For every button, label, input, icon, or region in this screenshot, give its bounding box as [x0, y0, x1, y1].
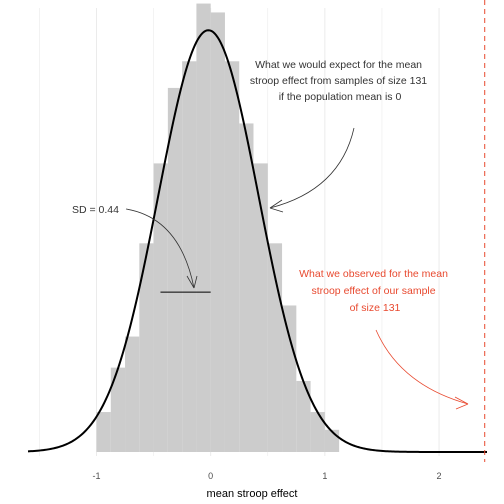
histogram-bar [110, 367, 126, 452]
observed-annotation-line-1: What we observed for the mean [299, 268, 448, 280]
expected-annotation-line-3: if the population mean is 0 [279, 91, 402, 103]
expected-annotation-arrow [269, 127, 355, 209]
observed-annotation-line-2: stroop effect of our sample [311, 285, 435, 297]
histogram-bar [239, 123, 254, 452]
x-axis-title: mean stroop effect [207, 488, 298, 500]
histogram-bar [196, 3, 211, 453]
histogram-bar [167, 87, 183, 453]
sd-arrow-head [186, 275, 198, 289]
expected-arrow-head [269, 199, 284, 213]
histogram-bar [139, 243, 154, 452]
histogram-bar [182, 61, 197, 452]
histogram-bar [282, 305, 297, 452]
histogram-bar [153, 163, 168, 452]
x-axis-ticks: -1 0 1 2 [92, 471, 441, 481]
x-tick-label: 0 [208, 471, 213, 481]
histogram-bar [210, 12, 225, 452]
histogram-bar [310, 412, 325, 452]
observed-annotation-line-3: of size 131 [350, 302, 401, 314]
x-tick-label: 1 [322, 471, 327, 481]
expected-annotation-line-1: What we would expect for the mean [255, 59, 422, 71]
observed-arrow-head [454, 396, 469, 410]
expected-annotation-line-2: stroop effect from samples of size 131 [250, 75, 427, 87]
observed-annotation: What we observed for the mean stroop eff… [299, 268, 451, 314]
histogram-bar [324, 429, 340, 452]
x-tick-label: 2 [437, 471, 442, 481]
histogram-bar [224, 61, 240, 452]
x-tick-label: -1 [92, 471, 100, 481]
normal-curve [27, 29, 487, 453]
histogram-bar [296, 380, 311, 452]
sd-annotation-arrow [125, 208, 195, 289]
histogram-bar [125, 336, 140, 452]
histogram-bar [96, 412, 111, 452]
histogram-bar [253, 163, 268, 452]
sd-annotation: SD = 0.44 [72, 204, 119, 216]
expected-annotation: What we would expect for the mean stroop… [250, 59, 430, 103]
observed-annotation-arrow [375, 329, 469, 405]
